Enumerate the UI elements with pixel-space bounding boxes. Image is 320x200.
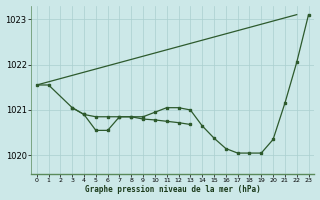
X-axis label: Graphe pression niveau de la mer (hPa): Graphe pression niveau de la mer (hPa) <box>85 185 260 194</box>
